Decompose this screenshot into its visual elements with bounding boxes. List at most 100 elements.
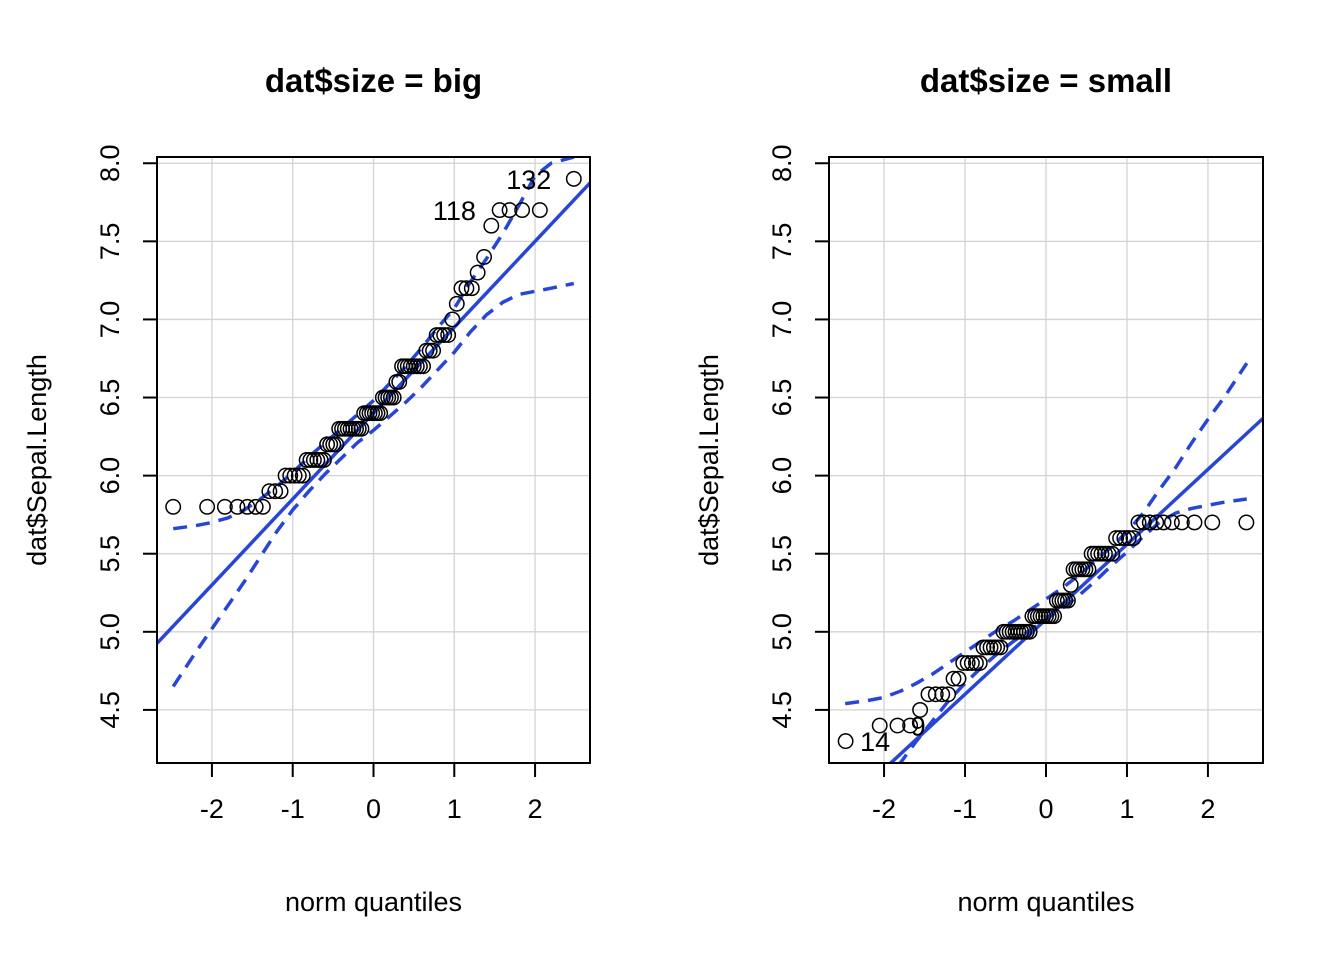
y-tick-label: 5.5 — [767, 535, 797, 573]
x-tick-label: 0 — [1038, 794, 1053, 824]
y-tick-label: 4.5 — [767, 691, 797, 729]
data-point — [428, 327, 445, 344]
y-tick-label: 5.0 — [767, 613, 797, 651]
data-point — [328, 436, 345, 453]
data-point — [315, 452, 332, 468]
y-tick-label: 8.0 — [767, 144, 797, 182]
y-tick-label: 5.5 — [95, 535, 125, 573]
x-axis-label: norm quantiles — [957, 887, 1134, 917]
data-point — [448, 295, 465, 312]
envelope-lower — [898, 497, 1248, 763]
data-point — [955, 655, 972, 671]
data-point — [239, 498, 256, 515]
data-point — [927, 686, 944, 703]
data-point — [286, 467, 303, 484]
data-point — [483, 217, 500, 234]
data-point — [432, 327, 449, 344]
data-point — [837, 733, 854, 750]
data-point — [1112, 530, 1129, 547]
data-point — [385, 389, 402, 406]
chart-title: dat$size = big — [265, 62, 482, 99]
data-point — [514, 202, 531, 219]
x-tick-label: 2 — [528, 794, 543, 824]
data-point — [302, 452, 319, 468]
data-point — [912, 701, 929, 718]
data-point — [421, 342, 438, 359]
data-point — [325, 436, 342, 453]
data-point — [565, 170, 582, 187]
data-point — [1021, 623, 1038, 640]
data-point — [272, 483, 289, 500]
data-point — [436, 327, 453, 344]
data-point — [216, 498, 233, 515]
data-point — [1104, 545, 1121, 562]
plot-area — [837, 362, 1263, 763]
data-point — [476, 249, 493, 265]
y-axis-label: dat$Sepal.Length — [694, 354, 724, 566]
panel-big: -2 -1 0 1 2 4.5 5.0 5.5 6.0 6.5 7.0 7.5 8.0 132 118 dat… — [22, 62, 591, 917]
point-label: 132 — [506, 165, 551, 195]
y-tick-label: 8.0 — [95, 144, 125, 182]
data-point — [372, 405, 389, 422]
data-point — [199, 498, 216, 515]
data-point — [353, 420, 370, 437]
data-point — [1080, 561, 1097, 578]
plot-area — [157, 157, 590, 688]
data-point — [1155, 514, 1172, 531]
data-point — [1163, 514, 1180, 531]
data-point — [261, 483, 278, 500]
data-point — [440, 327, 457, 344]
y-tick-label: 7.5 — [95, 223, 125, 261]
data-point — [463, 280, 480, 297]
data-point — [1046, 608, 1063, 625]
x-axis-label: norm quantiles — [285, 887, 462, 917]
x-tick-label: -1 — [953, 794, 977, 824]
data-point — [934, 686, 951, 703]
data-point — [945, 670, 962, 687]
data-point — [1148, 514, 1165, 531]
data-point — [1093, 545, 1110, 562]
data-point — [444, 311, 461, 328]
y-tick-label: 5.0 — [95, 613, 125, 651]
x-tick-label: 1 — [1119, 794, 1134, 824]
data-point — [963, 655, 980, 671]
data-point — [247, 498, 264, 515]
data-point — [1096, 545, 1113, 562]
data-point — [959, 655, 976, 671]
data-point — [1238, 514, 1255, 531]
data-point — [979, 639, 996, 656]
data-point — [267, 483, 284, 500]
data-point — [1204, 514, 1221, 531]
data-point — [1186, 514, 1203, 531]
data-point — [889, 717, 906, 734]
data-point — [469, 264, 486, 281]
data-point — [992, 639, 1009, 656]
data-point — [290, 467, 307, 484]
data-point — [425, 342, 442, 359]
point-label: 9 — [911, 712, 926, 742]
data-point — [229, 498, 246, 515]
data-point — [1100, 545, 1117, 562]
data-point — [1173, 514, 1190, 531]
envelope-lower — [171, 281, 575, 688]
data-point — [305, 452, 322, 468]
y-tick-label: 6.5 — [95, 379, 125, 417]
data-point — [1135, 514, 1152, 531]
data-point — [294, 467, 311, 484]
x-tick-label: 0 — [366, 794, 381, 824]
data-point — [282, 467, 299, 484]
chart-title: dat$size = small — [920, 62, 1172, 99]
data-point — [1059, 592, 1076, 609]
data-point — [391, 373, 408, 390]
y-tick-label: 6.5 — [767, 379, 797, 417]
y-tick-label: 7.0 — [767, 301, 797, 339]
data-point — [415, 358, 432, 375]
data-point — [1125, 530, 1142, 547]
y-tick-label: 7.5 — [767, 223, 797, 261]
point-label: 118 — [433, 196, 476, 226]
data-point — [277, 467, 294, 484]
point-label: 14 — [860, 727, 890, 757]
data-point — [967, 655, 984, 671]
data-point — [902, 717, 919, 734]
data-point — [1130, 514, 1147, 531]
